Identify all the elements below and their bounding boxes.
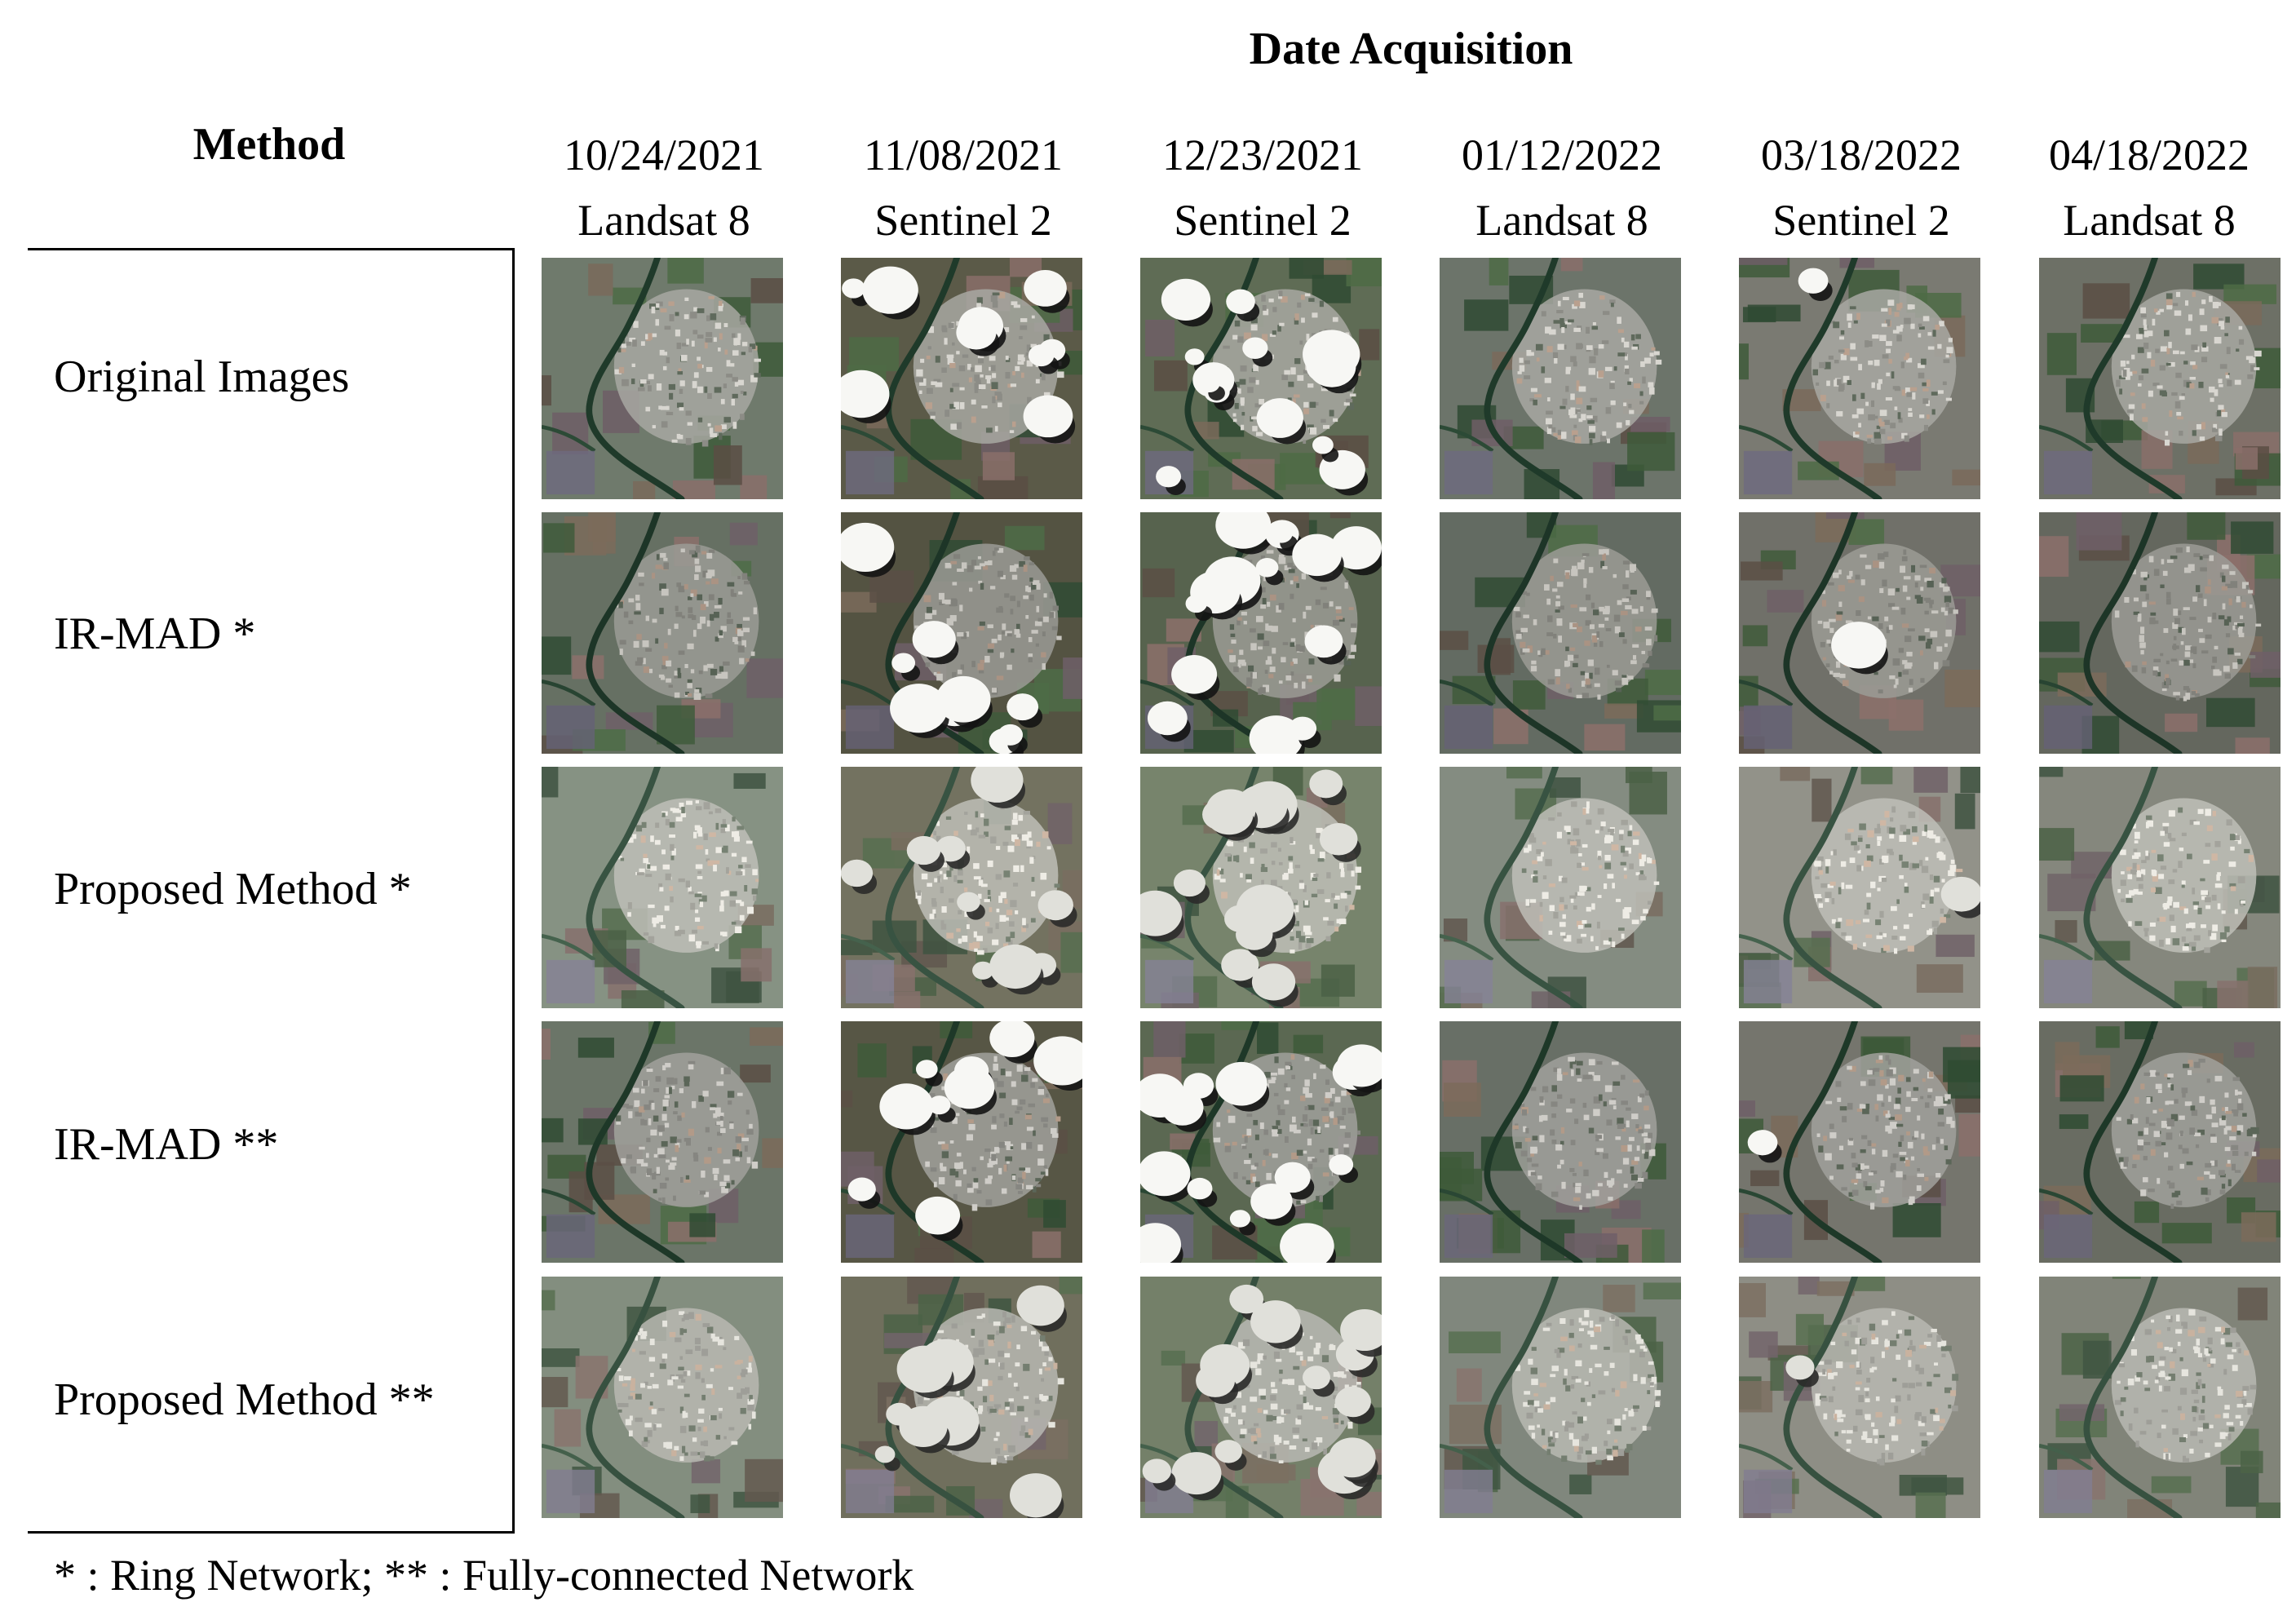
method-column-header: Method [192,119,346,170]
row-label-ir-mad-ring: IR-MAD * [54,609,256,659]
method-row-labels-frame [28,248,515,1534]
column-date: 04/18/2022 [2048,131,2250,179]
satellite-image-tile [2039,258,2281,499]
column-sensor: Sentinel 2 [1772,196,1950,245]
satellite-image-tile [1140,1021,1382,1263]
satellite-image-tile [841,258,1082,499]
satellite-image-tile [841,767,1082,1008]
satellite-image-tile [1140,258,1382,499]
satellite-image-tile [841,1277,1082,1518]
column-date: 01/12/2022 [1461,131,1662,179]
column-date: 11/08/2021 [863,131,1063,179]
satellite-image-tile [1739,512,1980,754]
column-sensor: Sentinel 2 [1174,196,1351,245]
satellite-image-tile [1140,512,1382,754]
satellite-image-tile [1739,767,1980,1008]
satellite-image-tile [542,258,783,499]
satellite-image-tile [2039,512,2281,754]
column-date: 10/24/2021 [563,131,764,179]
satellite-image-tile [2039,1021,2281,1263]
satellite-image-tile [1440,258,1681,499]
satellite-image-tile [542,1021,783,1263]
satellite-image-tile [841,512,1082,754]
column-date: 03/18/2022 [1760,131,1962,179]
satellite-image-tile [1739,258,1980,499]
row-label-ir-mad-full: IR-MAD ** [54,1119,279,1170]
column-sensor: Landsat 8 [577,196,750,245]
satellite-image-tile [542,767,783,1008]
column-sensor: Sentinel 2 [874,196,1052,245]
row-label-proposed-ring: Proposed Method * [54,864,412,914]
satellite-image-tile [1140,1277,1382,1518]
satellite-image-tile [1440,512,1681,754]
satellite-image-tile [2039,767,2281,1008]
satellite-image-tile [1140,767,1382,1008]
satellite-image-tile [1739,1021,1980,1263]
satellite-image-tile [2039,1277,2281,1518]
satellite-image-tile [1440,767,1681,1008]
satellite-image-tile [542,1277,783,1518]
column-sensor: Landsat 8 [2063,196,2236,245]
satellite-image-tile [1440,1277,1681,1518]
column-date: 12/23/2021 [1161,131,1363,179]
column-sensor: Landsat 8 [1475,196,1648,245]
satellite-image-tile [1440,1021,1681,1263]
satellite-image-tile [542,512,783,754]
row-label-proposed-full: Proposed Method ** [54,1374,435,1425]
row-label-original-images: Original Images [54,352,350,402]
footnote: * : Ring Network; ** : Fully-connected N… [54,1551,914,1600]
satellite-image-tile [1739,1277,1980,1518]
figure-header-date-acquisition: Date Acquisition [1249,24,1573,74]
satellite-image-tile [841,1021,1082,1263]
